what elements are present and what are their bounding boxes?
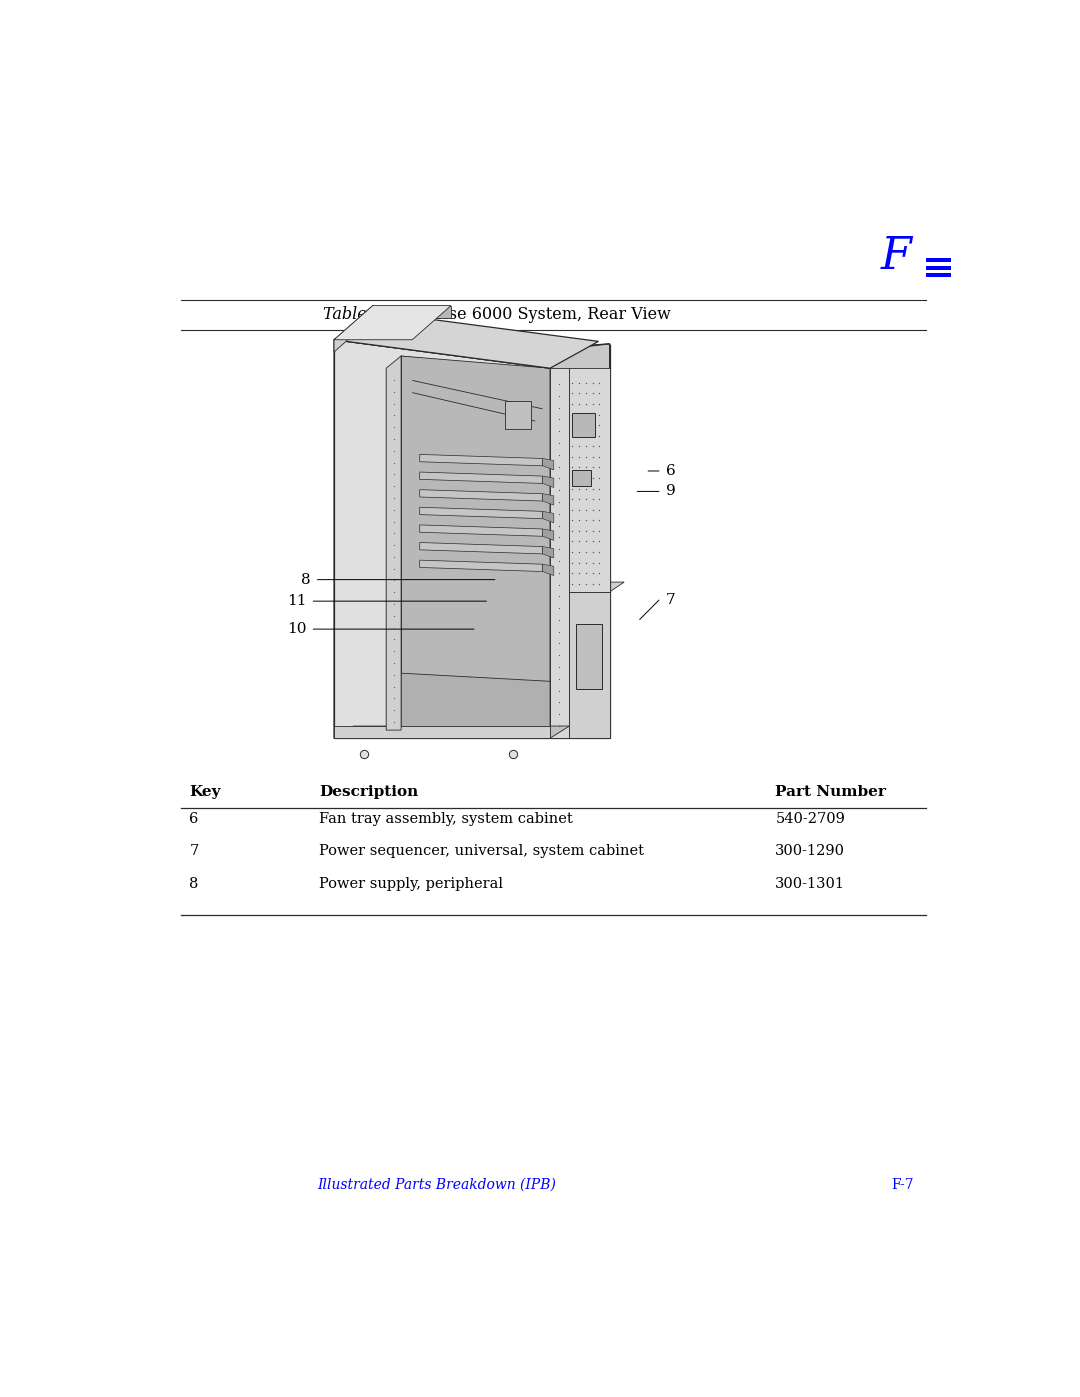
Text: Description: Description: [320, 785, 418, 799]
Polygon shape: [387, 356, 401, 731]
Polygon shape: [373, 306, 451, 317]
Polygon shape: [569, 583, 624, 592]
Polygon shape: [420, 472, 542, 483]
Bar: [926, 265, 951, 270]
Polygon shape: [542, 493, 554, 506]
Polygon shape: [572, 414, 595, 437]
Text: 300-1290: 300-1290: [775, 844, 846, 858]
Text: Enterprise 6000 System, Rear View: Enterprise 6000 System, Rear View: [380, 306, 671, 323]
Polygon shape: [401, 356, 550, 735]
Text: F: F: [881, 235, 912, 278]
Text: F-7: F-7: [891, 1178, 914, 1192]
Text: 7: 7: [665, 594, 675, 608]
Polygon shape: [420, 542, 542, 553]
Polygon shape: [505, 401, 531, 429]
Text: Power sequencer, universal, system cabinet: Power sequencer, universal, system cabin…: [320, 844, 644, 858]
Text: Power supply, peripheral: Power supply, peripheral: [320, 876, 503, 890]
Polygon shape: [334, 726, 550, 738]
Polygon shape: [542, 511, 554, 522]
Polygon shape: [569, 369, 610, 592]
Polygon shape: [576, 624, 603, 690]
Text: Part Number: Part Number: [775, 785, 887, 799]
Polygon shape: [542, 529, 554, 541]
Polygon shape: [550, 369, 569, 738]
Text: 6: 6: [189, 812, 199, 826]
Polygon shape: [334, 306, 451, 339]
Text: 11: 11: [287, 594, 307, 608]
Polygon shape: [420, 490, 542, 502]
Polygon shape: [542, 458, 554, 469]
Text: 7: 7: [189, 844, 199, 858]
Polygon shape: [334, 306, 373, 352]
Polygon shape: [334, 313, 598, 369]
Text: Fan tray assembly, system cabinet: Fan tray assembly, system cabinet: [320, 812, 572, 826]
Text: Illustrated Parts Breakdown (IPB): Illustrated Parts Breakdown (IPB): [316, 1178, 556, 1192]
Text: 540-2709: 540-2709: [775, 812, 846, 826]
Text: 10: 10: [287, 622, 307, 636]
Polygon shape: [572, 469, 591, 486]
Bar: [926, 258, 951, 263]
Text: Table F-3: Table F-3: [323, 306, 399, 323]
Polygon shape: [420, 454, 542, 465]
Polygon shape: [420, 560, 542, 571]
Text: 8: 8: [301, 573, 311, 587]
Polygon shape: [542, 564, 554, 576]
Text: Key: Key: [189, 785, 221, 799]
Polygon shape: [401, 673, 550, 738]
Polygon shape: [334, 339, 550, 738]
Bar: [926, 272, 951, 278]
Polygon shape: [401, 356, 550, 738]
Polygon shape: [550, 344, 610, 738]
Text: 9: 9: [665, 485, 675, 499]
Text: 8: 8: [189, 876, 199, 890]
Text: 6: 6: [665, 464, 675, 478]
Text: 300-1301: 300-1301: [775, 876, 846, 890]
Polygon shape: [334, 726, 569, 738]
Polygon shape: [542, 476, 554, 488]
Polygon shape: [420, 507, 542, 518]
Polygon shape: [542, 546, 554, 557]
Polygon shape: [420, 525, 542, 536]
Polygon shape: [569, 592, 610, 738]
